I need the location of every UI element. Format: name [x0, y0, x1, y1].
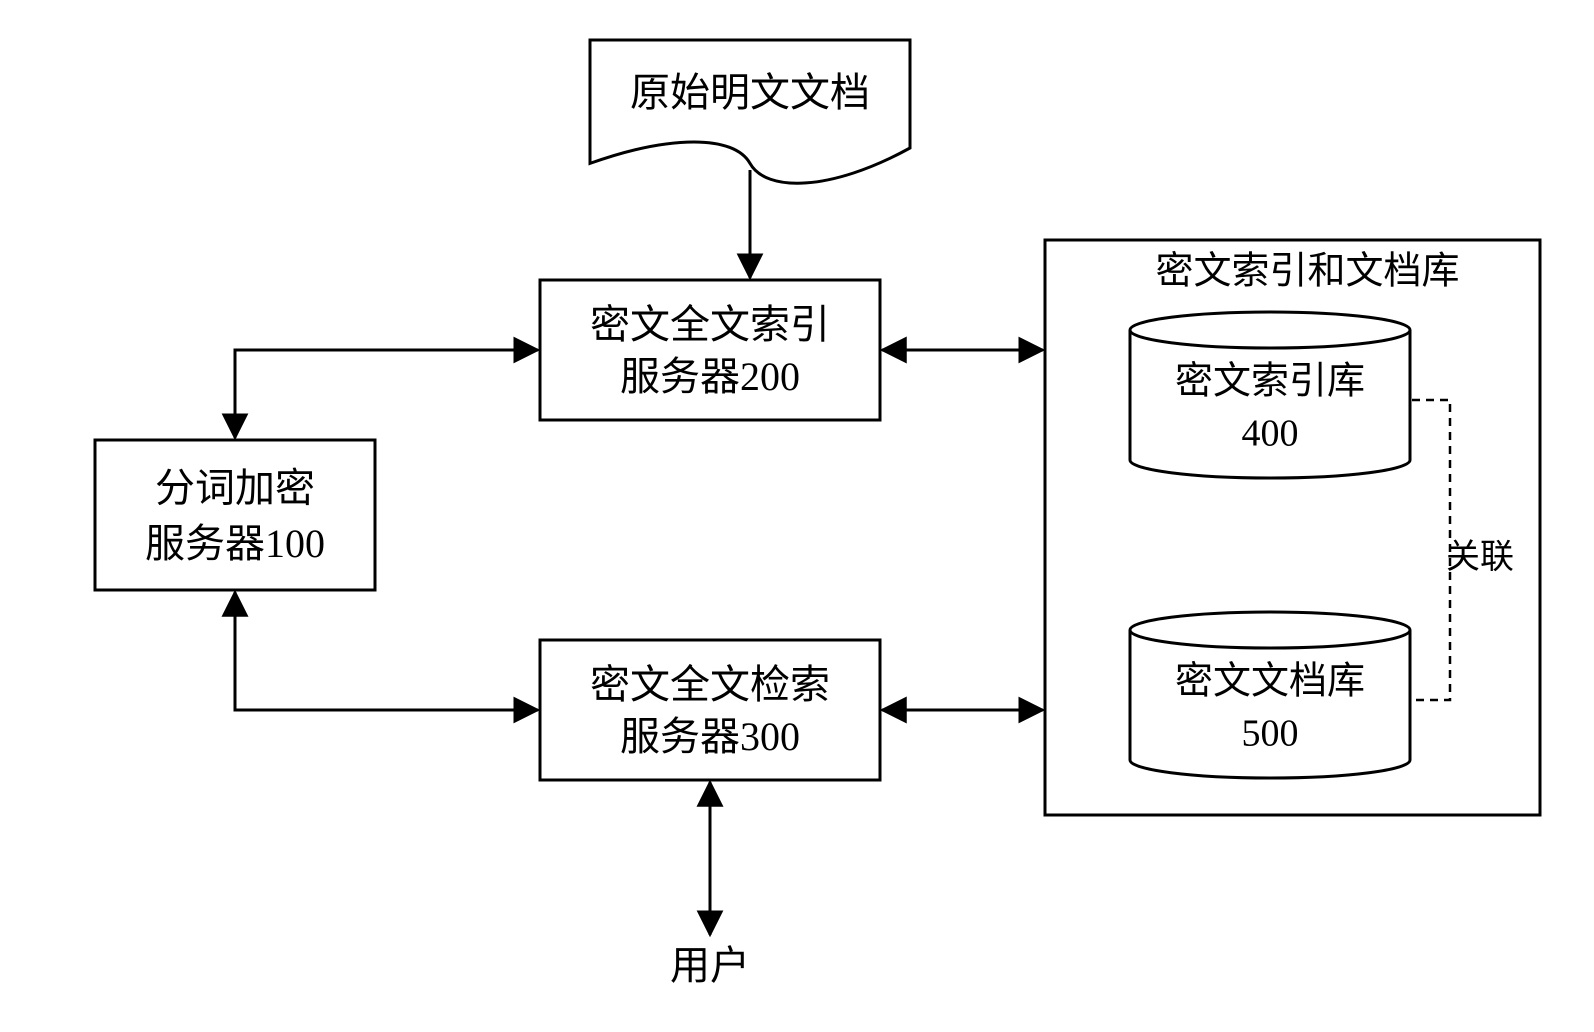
svg-text:密文索引和文档库: 密文索引和文档库	[1155, 251, 1459, 293]
svg-text:密文文档库: 密文文档库	[1175, 660, 1365, 702]
svg-text:服务器300: 服务器300	[620, 714, 800, 759]
node-user-label: 用户	[670, 943, 750, 988]
diagram-canvas: 原始明文文档 密文全文索引 服务器200 分词加密 服务器100 密文全文检索 …	[0, 0, 1594, 1032]
svg-text:服务器200: 服务器200	[620, 354, 800, 399]
svg-text:密文索引库: 密文索引库	[1175, 360, 1365, 402]
edge	[235, 350, 538, 438]
edge	[235, 592, 538, 710]
edge-label-association: 关联	[1446, 539, 1514, 576]
node-original-plaintext-doc: 原始明文文档	[590, 40, 910, 183]
node-ciphertext-document-db-500: 密文文档库 500	[1130, 612, 1410, 778]
edge	[1412, 400, 1450, 700]
svg-text:原始明文文档: 原始明文文档	[630, 70, 870, 115]
node-ciphertext-fulltext-retrieval-server-300: 密文全文检索 服务器300	[540, 640, 880, 780]
node-ciphertext-index-db-400: 密文索引库 400	[1130, 312, 1410, 478]
svg-text:密文全文检索: 密文全文检索	[590, 662, 830, 707]
svg-text:密文全文索引: 密文全文索引	[590, 302, 830, 347]
svg-text:500: 500	[1242, 712, 1299, 754]
svg-text:服务器100: 服务器100	[145, 521, 325, 566]
node-ciphertext-fulltext-index-server-200: 密文全文索引 服务器200	[540, 280, 880, 420]
svg-text:分词加密: 分词加密	[155, 466, 315, 511]
node-tokenization-encryption-server-100: 分词加密 服务器100	[95, 440, 375, 590]
svg-text:400: 400	[1242, 412, 1299, 454]
